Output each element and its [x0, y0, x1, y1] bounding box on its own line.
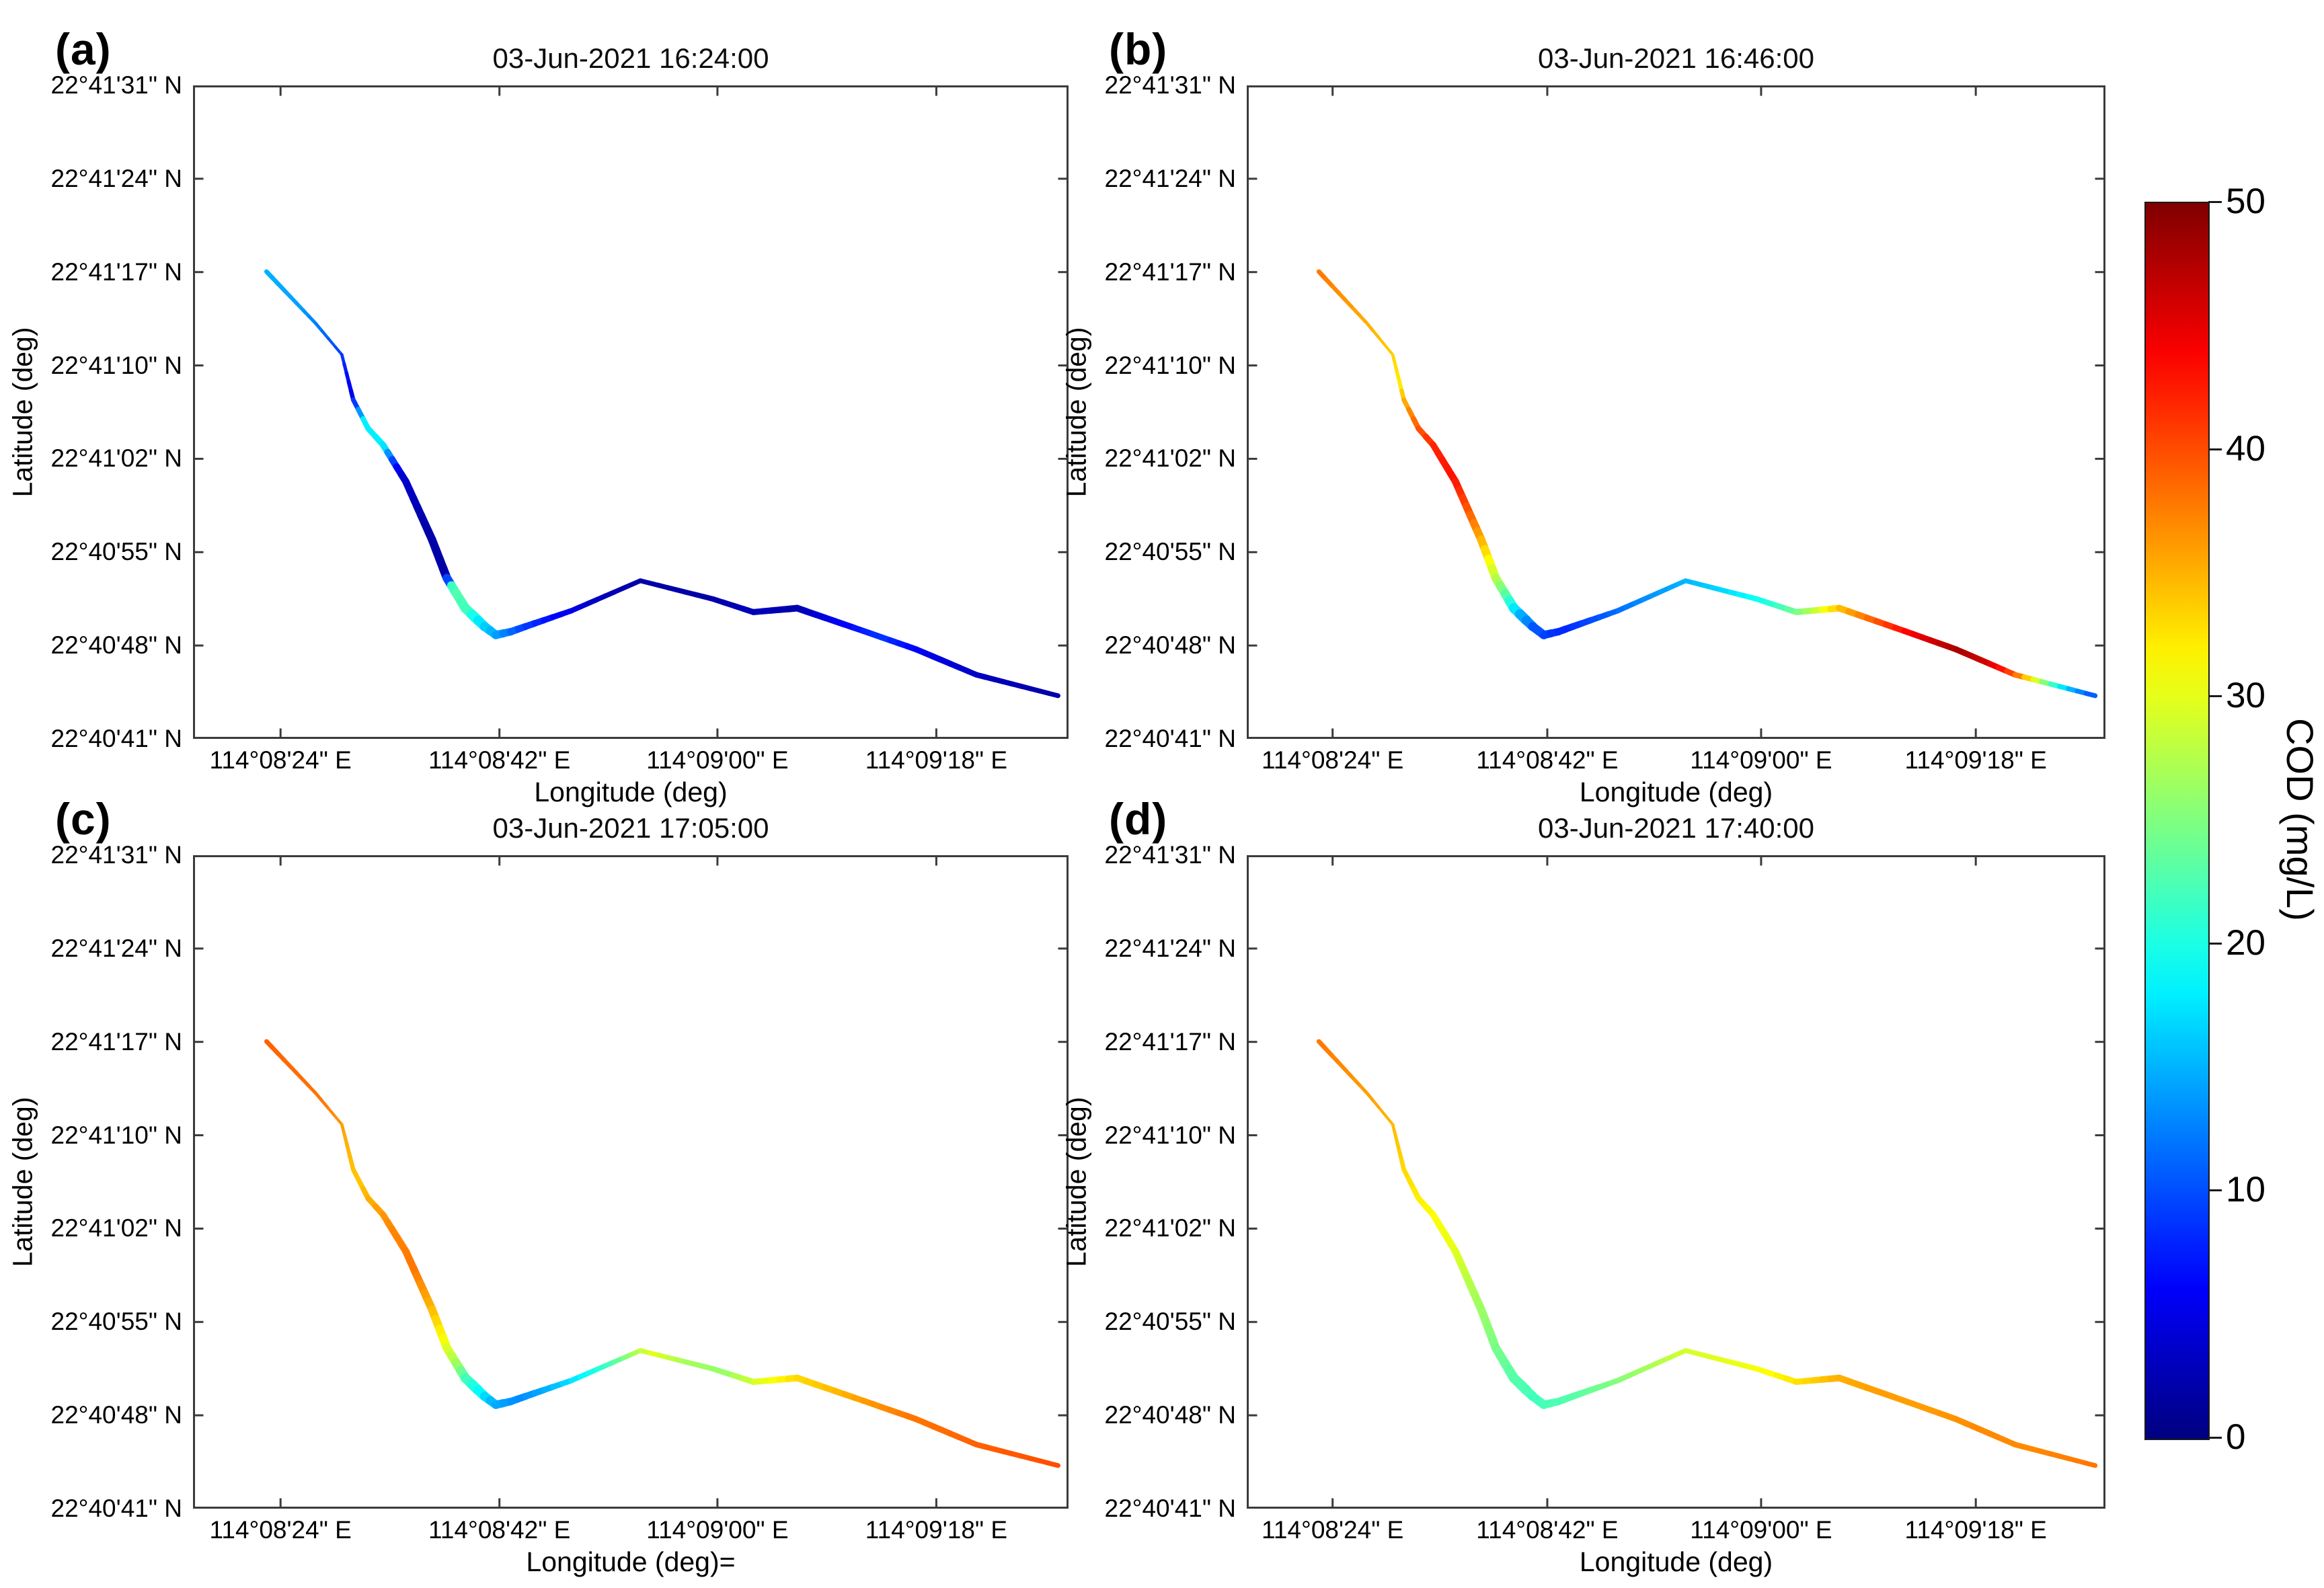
y-tick-label: 22°41'02" N: [50, 444, 182, 473]
y-tick-label: 22°40'48" N: [1104, 1401, 1236, 1429]
colorbar-tick-label: 40: [2226, 428, 2265, 469]
y-tick-label: 22°41'24" N: [50, 934, 182, 962]
track-plot-c: [193, 855, 1069, 1509]
colorbar-tickmark: [2208, 1189, 2222, 1192]
x-tick-label: 114°08'42" E: [428, 1516, 571, 1544]
panel-letter-d: (d): [1109, 794, 1168, 844]
y-tick-label: 22°41'10" N: [50, 1121, 182, 1149]
track-plot-b: [1247, 85, 2105, 739]
x-tick-label: 114°09'18" E: [865, 1516, 1008, 1544]
map-panel-c: (c) 03-Jun-2021 17:05:00 Latitude (deg) …: [7, 794, 1069, 1577]
y-tick-label: 22°40'41" N: [1104, 1495, 1236, 1522]
colorbar-tickmark: [2208, 201, 2222, 203]
colorbar-tick-label: 30: [2226, 676, 2265, 716]
y-tick-label: 22°41'17" N: [1104, 257, 1236, 286]
y-tick-label: 22°40'55" N: [1104, 538, 1236, 566]
colorbar-tickmark: [2208, 942, 2222, 945]
panel-title-b: 03-Jun-2021 16:46:00: [1538, 42, 1814, 74]
map-panel-d: (d) 03-Jun-2021 17:40:00 Latitude (deg) …: [1061, 794, 2105, 1577]
y-tick-label: 22°40'48" N: [50, 1401, 182, 1429]
y-tick-label: 22°40'55" N: [1104, 1308, 1236, 1336]
panel-letter-b: (b): [1109, 24, 1168, 74]
x-tick-label: 114°09'00" E: [646, 746, 789, 774]
y-tick-label: 22°40'41" N: [50, 1495, 182, 1522]
y-tick-label: 22°40'55" N: [50, 538, 182, 566]
y-tick-label: 22°40'48" N: [1104, 631, 1236, 660]
y-tick-label: 22°40'55" N: [50, 1308, 182, 1336]
y-tick-label: 22°41'31" N: [50, 841, 182, 869]
colorbar-tick-label: 0: [2226, 1417, 2246, 1457]
y-tick-label: 22°41'31" N: [1104, 71, 1236, 99]
x-axis-label-b: Longitude (deg): [1579, 777, 1773, 807]
panel-title-d: 03-Jun-2021 17:40:00: [1538, 812, 1814, 844]
colorbar-tickmark: [2208, 695, 2222, 698]
y-tick-label: 22°40'41" N: [50, 725, 182, 752]
y-tick-label: 22°41'24" N: [50, 164, 182, 192]
y-tick-label: 22°41'02" N: [50, 1214, 182, 1242]
panel-letter-c: (c): [55, 794, 112, 844]
map-panel-a: (a) 03-Jun-2021 16:24:00 Latitude (deg) …: [7, 24, 1069, 807]
colorbar-axis-label: COD (mg/L): [2279, 718, 2321, 921]
y-tick-label: 22°40'48" N: [50, 631, 182, 660]
x-tick-label: 114°08'24" E: [209, 746, 352, 774]
y-tick-label: 22°41'10" N: [1104, 1121, 1236, 1149]
x-axis-label-a: Longitude (deg): [534, 777, 728, 807]
track-plot-d: [1247, 855, 2105, 1509]
colorbar: [2144, 202, 2210, 1440]
y-tick-label: 22°41'10" N: [1104, 351, 1236, 379]
x-tick-label: 114°08'42" E: [428, 746, 571, 774]
x-axis-label-d: Longitude (deg): [1579, 1546, 1773, 1577]
y-tick-label: 22°41'24" N: [1104, 934, 1236, 962]
y-tick-label: 22°41'31" N: [1104, 841, 1236, 869]
x-tick-label: 114°09'18" E: [1904, 746, 2047, 774]
x-tick-label: 114°08'24" E: [209, 1516, 352, 1544]
x-tick-label: 114°08'24" E: [1262, 746, 1404, 774]
y-tick-label: 22°41'17" N: [1104, 1027, 1236, 1056]
y-tick-label: 22°41'31" N: [50, 71, 182, 99]
panel-title-a: 03-Jun-2021 16:24:00: [492, 42, 769, 74]
colorbar-tick-label: 20: [2226, 922, 2265, 963]
colorbar-tick-label: 50: [2226, 182, 2265, 221]
x-axis-label-c: Longitude (deg)=: [526, 1546, 736, 1577]
x-tick-label: 114°09'00" E: [1690, 746, 1832, 774]
x-tick-label: 114°08'24" E: [1262, 1516, 1404, 1544]
y-tick-label: 22°40'41" N: [1104, 725, 1236, 752]
x-tick-label: 114°09'18" E: [1904, 1516, 2047, 1544]
x-tick-label: 114°08'42" E: [1476, 1516, 1619, 1544]
colorbar-tick-label: 10: [2226, 1170, 2265, 1210]
y-tick-label: 22°41'24" N: [1104, 164, 1236, 192]
track-plot-a: [193, 85, 1069, 739]
colorbar-tickmark: [2208, 1437, 2222, 1439]
x-tick-label: 114°09'00" E: [646, 1516, 789, 1544]
x-tick-label: 114°08'42" E: [1476, 746, 1619, 774]
x-tick-label: 114°09'18" E: [865, 746, 1008, 774]
x-tick-label: 114°09'00" E: [1690, 1516, 1832, 1544]
y-tick-label: 22°41'02" N: [1104, 444, 1236, 473]
colorbar-tickmark: [2208, 448, 2222, 450]
y-tick-label: 22°41'17" N: [50, 1027, 182, 1056]
y-tick-label: 22°41'02" N: [1104, 1214, 1236, 1242]
y-tick-label: 22°41'17" N: [50, 257, 182, 286]
y-tick-label: 22°41'10" N: [50, 351, 182, 379]
map-panel-b: (b) 03-Jun-2021 16:46:00 Latitude (deg) …: [1061, 24, 2105, 807]
panel-letter-a: (a): [55, 24, 112, 74]
panel-title-c: 03-Jun-2021 17:05:00: [492, 812, 769, 844]
